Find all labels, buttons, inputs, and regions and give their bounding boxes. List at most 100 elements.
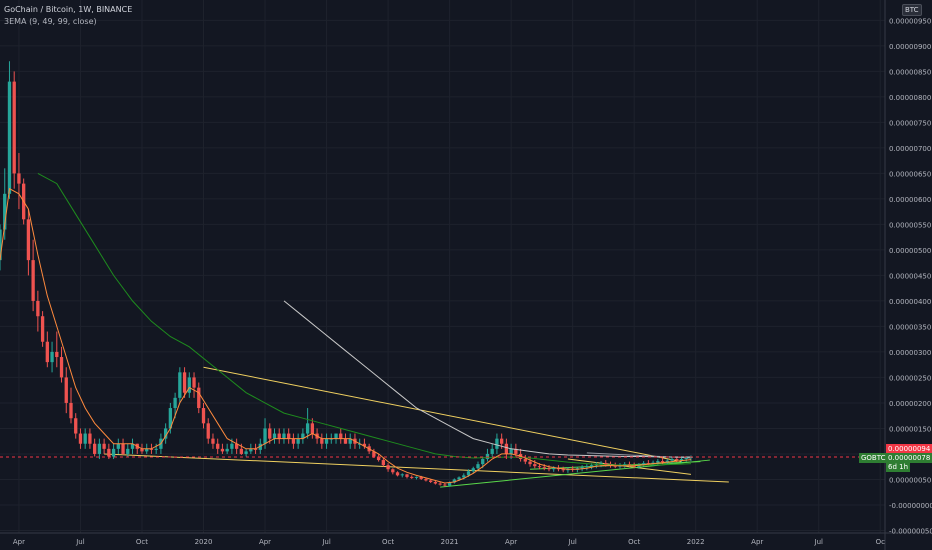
candle-body bbox=[305, 423, 310, 434]
candle-body bbox=[244, 451, 248, 454]
candle-body bbox=[452, 479, 456, 483]
countdown-tag: 6d 1h bbox=[886, 462, 911, 472]
candle-body bbox=[514, 448, 518, 454]
trendline-yellow bbox=[104, 453, 729, 483]
candle-body bbox=[339, 433, 343, 439]
candle-body bbox=[173, 397, 177, 409]
candle-body bbox=[552, 468, 556, 470]
ema-lines bbox=[0, 172, 692, 484]
candle-body bbox=[542, 467, 546, 469]
candle-body bbox=[665, 460, 669, 463]
candle-body bbox=[12, 81, 16, 174]
candle-body bbox=[36, 300, 40, 317]
candle-body bbox=[17, 173, 21, 184]
candle-body bbox=[656, 461, 660, 463]
candle-body bbox=[230, 443, 234, 449]
candle-body bbox=[92, 443, 97, 454]
candle-body bbox=[107, 448, 111, 457]
y-tick-label: -0.00000000 bbox=[889, 502, 932, 510]
candle-body bbox=[197, 387, 201, 409]
y-tick-label: 0.00000200 bbox=[889, 400, 931, 408]
grid bbox=[0, 0, 885, 533]
candle-body bbox=[466, 471, 471, 476]
symbol-tag: GOBTC bbox=[859, 453, 888, 463]
y-tick-label: 0.00000650 bbox=[889, 170, 931, 178]
time-axis[interactable]: Apr Jul Oct 2020 Apr Jul Oct 2021 Apr Jul Oct 2022 A… bbox=[13, 538, 885, 546]
x-tick-label: Jul bbox=[814, 538, 824, 546]
candle-body bbox=[523, 459, 527, 462]
candle-body bbox=[660, 461, 665, 463]
x-tick-label: Jul bbox=[567, 538, 577, 546]
candle-body bbox=[362, 443, 367, 447]
candle-body bbox=[31, 260, 35, 301]
candle-body bbox=[253, 448, 258, 450]
candle-body bbox=[410, 476, 414, 478]
candle-body bbox=[641, 463, 646, 465]
candle-body bbox=[126, 448, 130, 454]
y-tick-label: 0.00000300 bbox=[889, 349, 931, 357]
x-tick-label: Apr bbox=[13, 538, 25, 546]
candle-body bbox=[684, 457, 688, 460]
candle-body bbox=[386, 465, 390, 470]
candle-body bbox=[206, 423, 210, 439]
candle-body bbox=[348, 438, 352, 444]
candle-body bbox=[310, 423, 315, 434]
y-tick-label: 0.00000850 bbox=[889, 68, 931, 76]
trendline-yellow bbox=[203, 366, 682, 463]
candle-body bbox=[83, 433, 87, 444]
candle-body bbox=[55, 351, 59, 358]
candle-body bbox=[476, 464, 480, 469]
candle-body bbox=[201, 408, 206, 424]
y-tick-label: 0.00000450 bbox=[889, 272, 931, 280]
y-tick-label: 0.00000900 bbox=[889, 43, 931, 51]
indicator-legend[interactable]: 3EMA (9, 49, 99, close) bbox=[4, 17, 97, 26]
candle-body bbox=[111, 448, 116, 457]
candle-body bbox=[433, 481, 438, 484]
candle-body bbox=[140, 448, 144, 452]
y-tick-label: 0.00000350 bbox=[889, 323, 931, 331]
candle-body bbox=[372, 451, 376, 457]
x-tick-label: Jul bbox=[75, 538, 85, 546]
candle-body bbox=[509, 448, 513, 454]
candle-body bbox=[145, 448, 149, 452]
candle-body bbox=[291, 438, 296, 444]
candle-body bbox=[599, 463, 603, 465]
candle-body bbox=[585, 466, 589, 468]
candle-body bbox=[282, 433, 286, 439]
candle-body bbox=[296, 438, 300, 444]
currency-label[interactable]: BTC bbox=[902, 4, 922, 16]
y-tick-label: 0.00000050 bbox=[889, 476, 931, 484]
candle-body bbox=[97, 443, 102, 454]
candle-body bbox=[78, 433, 83, 444]
candle-body bbox=[301, 433, 305, 439]
candle-body bbox=[149, 448, 154, 450]
candle-body bbox=[395, 472, 400, 476]
x-tick-label: Oc bbox=[876, 538, 886, 546]
candle-body bbox=[249, 448, 253, 452]
candle-body bbox=[414, 476, 419, 478]
y-tick-label: 0.00000250 bbox=[889, 374, 931, 382]
x-tick-label: Apr bbox=[505, 538, 517, 546]
candle-body bbox=[3, 193, 7, 230]
candle-body bbox=[320, 438, 324, 444]
chart-title: GoChain / Bitcoin, 1W, BINANCE bbox=[4, 5, 133, 14]
candle-body bbox=[64, 377, 68, 403]
candle-body bbox=[443, 484, 447, 486]
candle-body bbox=[528, 461, 532, 465]
y-tick-label: 0.00000550 bbox=[889, 221, 931, 229]
candle-body bbox=[675, 459, 679, 461]
candle-body bbox=[670, 459, 674, 461]
candle-body bbox=[287, 433, 291, 439]
candle-body bbox=[74, 418, 78, 434]
x-tick-label: Apr bbox=[259, 538, 271, 546]
candle-body bbox=[130, 443, 135, 449]
candle-body bbox=[69, 402, 73, 419]
candle-body bbox=[419, 476, 423, 479]
ema-9-line bbox=[0, 187, 692, 484]
candle-body bbox=[277, 433, 281, 439]
y-tick-label: -0.00000050 bbox=[889, 527, 932, 535]
candle-body bbox=[500, 438, 504, 444]
y-tick-label: 0.00000800 bbox=[889, 94, 931, 102]
ema-49-line bbox=[37, 172, 692, 466]
